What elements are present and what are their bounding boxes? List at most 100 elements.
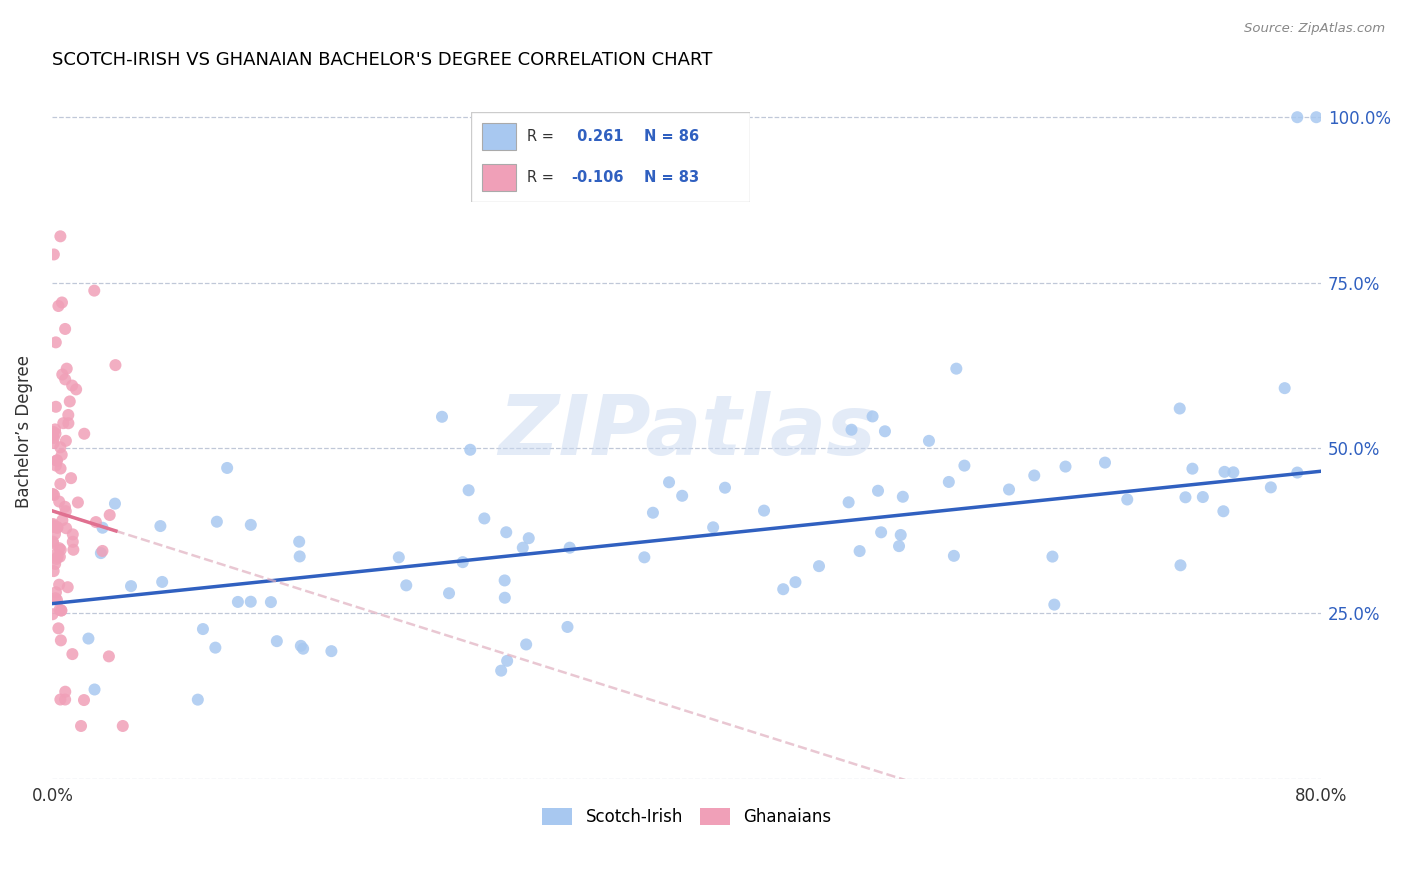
Point	[288, 549, 311, 564]
Y-axis label: Bachelor’s Degree: Bachelor’s Degree	[15, 355, 32, 508]
Point	[938, 475, 960, 489]
Point	[56, 580, 79, 594]
Point	[45, 552, 67, 566]
Point	[62, 534, 84, 549]
Point	[496, 654, 519, 668]
Text: ZIPatlas: ZIPatlas	[498, 391, 876, 472]
Point	[73, 693, 96, 707]
Point	[517, 531, 540, 545]
Point	[1054, 459, 1077, 474]
Point	[53, 322, 76, 336]
Point	[51, 448, 73, 462]
Point	[42, 488, 65, 502]
Point	[49, 633, 72, 648]
Point	[46, 453, 69, 467]
Point	[891, 490, 914, 504]
Point	[494, 591, 516, 605]
Point	[870, 525, 893, 540]
Point	[65, 383, 87, 397]
Point	[53, 372, 76, 386]
Point	[890, 528, 912, 542]
Point	[42, 534, 65, 549]
Point	[451, 555, 474, 569]
Point	[266, 634, 288, 648]
Point	[120, 579, 142, 593]
Point	[45, 453, 67, 467]
Point	[44, 422, 66, 436]
Point	[46, 593, 69, 607]
Point	[45, 335, 67, 350]
Point	[55, 504, 77, 518]
Point	[48, 577, 70, 591]
Point	[395, 578, 418, 592]
Point	[77, 632, 100, 646]
Point	[388, 550, 411, 565]
Point	[42, 518, 65, 533]
Point	[46, 549, 69, 564]
Point	[808, 559, 831, 574]
Point	[495, 525, 517, 540]
Point	[53, 500, 76, 514]
Point	[714, 481, 737, 495]
Point	[558, 541, 581, 555]
Point	[217, 461, 239, 475]
Point	[641, 506, 664, 520]
Point	[1213, 465, 1236, 479]
Point	[60, 378, 83, 392]
Legend: Scotch-Irish, Ghanaians: Scotch-Irish, Ghanaians	[536, 802, 838, 833]
Point	[97, 649, 120, 664]
Point	[42, 247, 65, 261]
Point	[91, 521, 114, 535]
Point	[84, 515, 107, 529]
Point	[55, 361, 77, 376]
Point	[48, 494, 70, 508]
Point	[918, 434, 941, 448]
Point	[49, 477, 72, 491]
Point	[41, 607, 63, 622]
Point	[785, 575, 807, 590]
Point	[98, 508, 121, 522]
Point	[90, 546, 112, 560]
Point	[44, 527, 66, 541]
Point	[48, 603, 70, 617]
Text: Source: ZipAtlas.com: Source: ZipAtlas.com	[1244, 22, 1385, 36]
Point	[1043, 598, 1066, 612]
Point	[290, 639, 312, 653]
Point	[633, 550, 655, 565]
Point	[48, 541, 70, 556]
Point	[205, 515, 228, 529]
Point	[838, 495, 860, 509]
Point	[42, 564, 65, 578]
Point	[44, 426, 66, 441]
Point	[44, 557, 66, 571]
Point	[557, 620, 579, 634]
Point	[49, 461, 72, 475]
Point	[52, 416, 75, 430]
Text: SCOTCH-IRISH VS GHANAIAN BACHELOR'S DEGREE CORRELATION CHART: SCOTCH-IRISH VS GHANAIAN BACHELOR'S DEGR…	[52, 51, 713, 69]
Point	[55, 521, 77, 535]
Point	[873, 425, 896, 439]
Point	[62, 542, 84, 557]
Point	[70, 719, 93, 733]
Point	[49, 542, 72, 557]
Point	[239, 517, 262, 532]
Point	[191, 622, 214, 636]
Point	[44, 591, 66, 606]
Point	[1286, 110, 1309, 124]
Point	[1116, 492, 1139, 507]
Point	[321, 644, 343, 658]
Point	[887, 539, 910, 553]
Point	[1170, 558, 1192, 573]
Point	[42, 436, 65, 450]
Point	[83, 284, 105, 298]
Point	[292, 641, 315, 656]
Point	[204, 640, 226, 655]
Point	[1181, 461, 1204, 475]
Point	[288, 534, 311, 549]
Point	[489, 664, 512, 678]
Point	[150, 574, 173, 589]
Point	[457, 483, 479, 498]
Point	[45, 458, 67, 473]
Point	[1192, 490, 1215, 504]
Point	[42, 520, 65, 534]
